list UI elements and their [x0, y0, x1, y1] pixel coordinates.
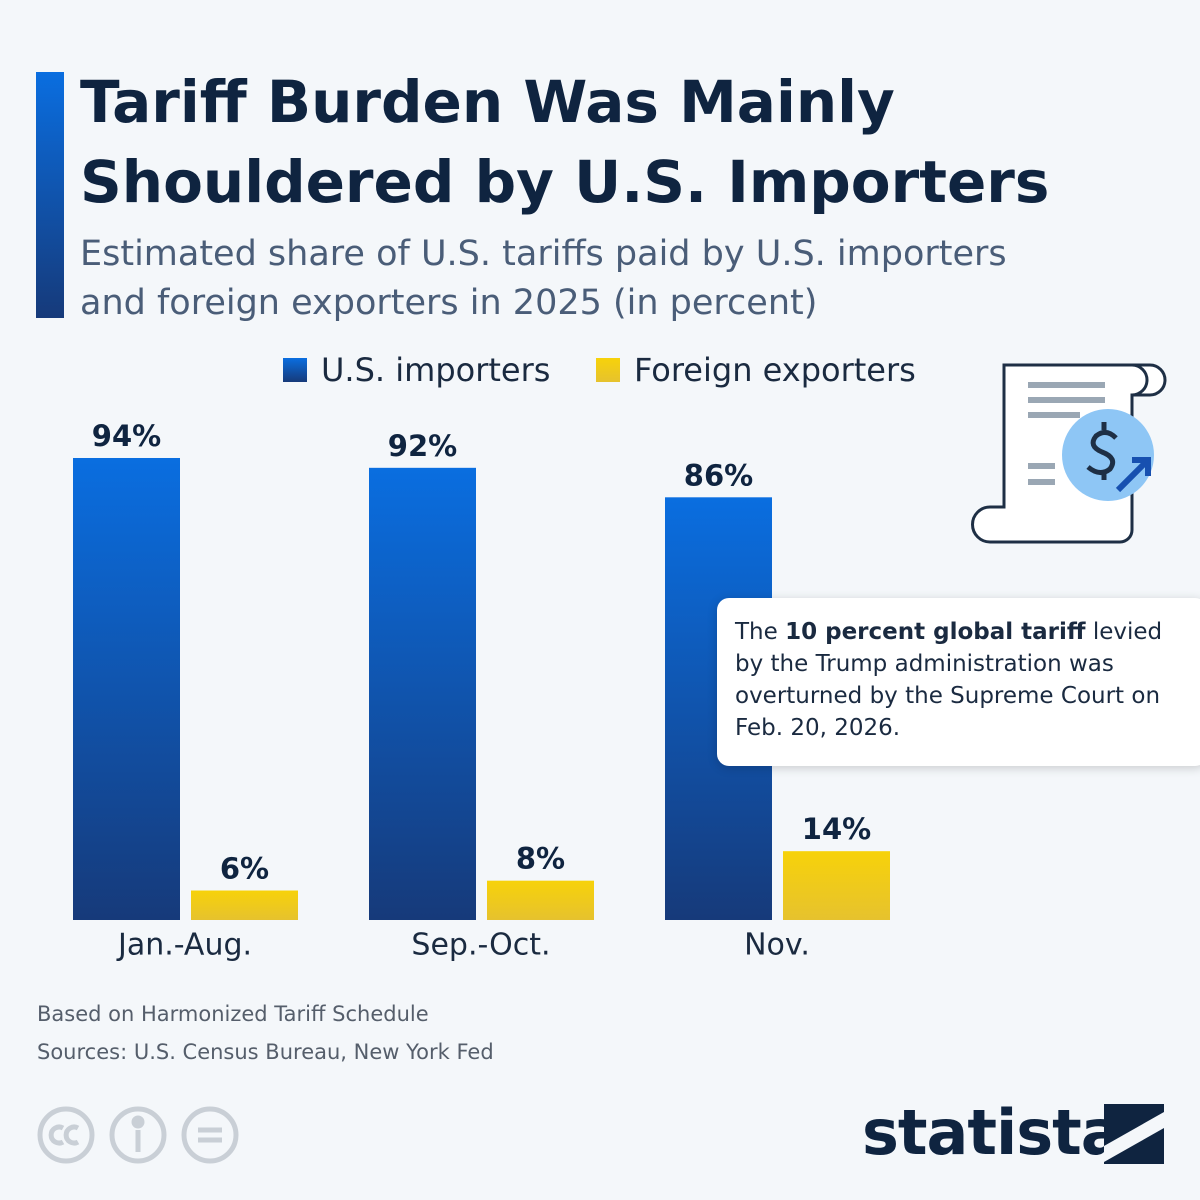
value-label: 14%: [802, 812, 871, 846]
x-tick-label: Nov.: [744, 928, 810, 963]
bar: [73, 457, 180, 920]
brand: statista: [862, 1096, 1123, 1169]
license-icons: [37, 1106, 239, 1164]
bar: [191, 890, 298, 920]
bar: [783, 851, 890, 920]
chart-title: Tariff Burden Was Mainly Shouldered by U…: [80, 68, 1050, 216]
legend-label: Foreign exporters: [634, 351, 916, 389]
legend-swatch: [596, 358, 620, 382]
legend-swatch: [283, 358, 307, 382]
chart: U.S. importers Foreign exporters 94% 6% Jan.…: [73, 351, 1167, 963]
bar: [487, 880, 594, 920]
annotation-text: levied by the Trump administration was o…: [735, 619, 1163, 741]
legend-label: U.S. importers: [321, 351, 550, 389]
icon: [971, 363, 1167, 544]
value-label: 92%: [388, 429, 457, 463]
value-label: 86%: [684, 458, 753, 492]
x-tick-label: Jan.-Aug.: [116, 928, 252, 963]
value-label: 94%: [92, 419, 161, 453]
chart-subtitle: Estimated share of U.S. tariffs paid by …: [80, 234, 1007, 323]
source: Sources: U.S. Census Bureau, New York Fe…: [37, 1040, 494, 1064]
title-accent: [36, 72, 64, 318]
brand-logo: [1104, 1104, 1164, 1164]
value-label: 6%: [220, 852, 269, 886]
annotation-bold: 10 percent global tariff: [785, 619, 1086, 645]
annotation-text: The: [735, 619, 786, 645]
note: Based on Harmonized Tariff Schedule: [37, 1002, 429, 1026]
value-label: 8%: [516, 842, 565, 876]
x-tick-label: Sep.-Oct.: [411, 928, 550, 963]
bar: [369, 467, 476, 920]
annotation: The 10 percent global tariff levied by t…: [717, 598, 1200, 766]
